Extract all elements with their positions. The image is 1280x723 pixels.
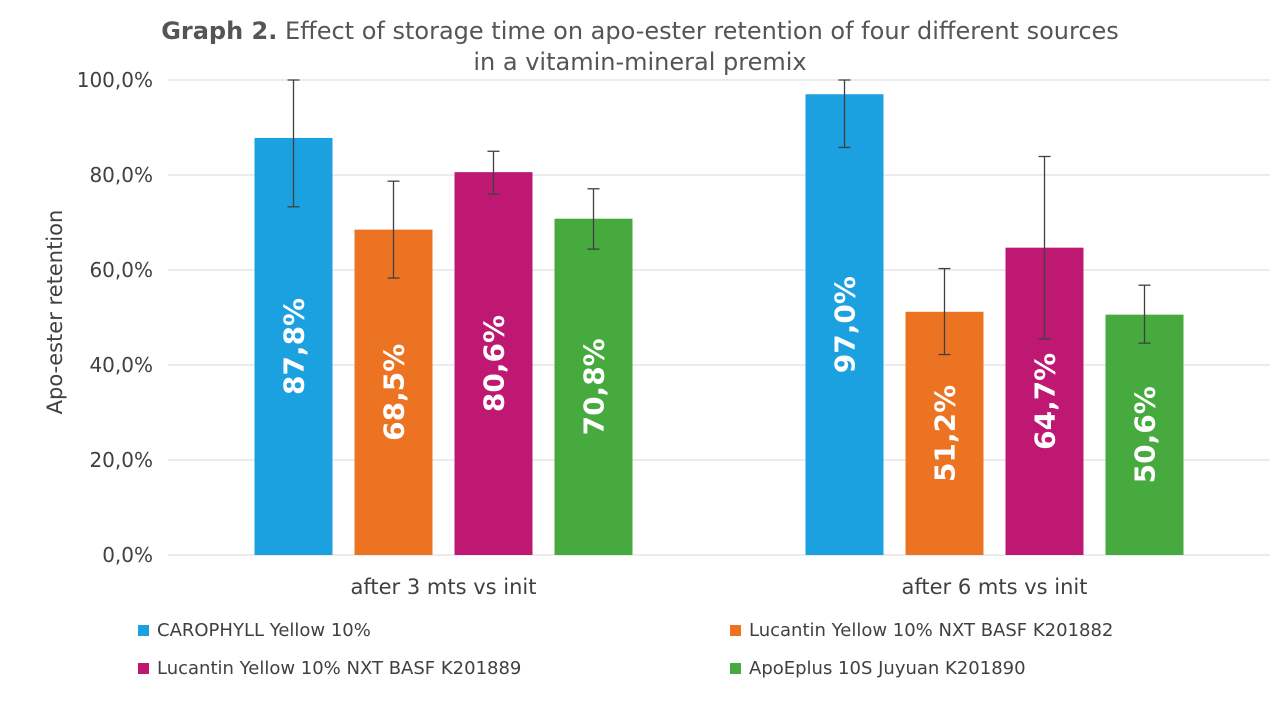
data-label-2-0: 80,6%: [478, 315, 511, 412]
x-category-label-0: after 3 mts vs init: [351, 575, 537, 599]
x-category-label-1: after 6 mts vs init: [902, 575, 1088, 599]
chart-title: Graph 2. Effect of storage time on apo-e…: [0, 16, 1280, 78]
y-tick-label: 100,0%: [77, 68, 153, 92]
y-tick-label: 20,0%: [89, 448, 153, 472]
data-label-1-0: 68,5%: [378, 344, 411, 441]
bar-3-1: [1105, 314, 1184, 555]
data-label-0-1: 97,0%: [829, 276, 862, 373]
bar-0-1: [805, 94, 884, 555]
data-label-3-0: 70,8%: [578, 338, 611, 435]
legend-item-3: ApoEplus 10S Juyuan K201890: [730, 658, 1026, 679]
legend-swatch-1: [730, 625, 741, 636]
legend-label-2: Lucantin Yellow 10% NXT BASF K201889: [157, 658, 522, 679]
legend-label-3: ApoEplus 10S Juyuan K201890: [749, 658, 1026, 679]
legend-swatch-3: [730, 663, 741, 674]
title-line-2: in a vitamin-mineral premix: [473, 48, 807, 76]
data-label-0-0: 87,8%: [278, 298, 311, 395]
y-tick-label: 40,0%: [89, 353, 153, 377]
legend-label-0: CAROPHYLL Yellow 10%: [157, 620, 371, 641]
y-tick-label: 60,0%: [89, 258, 153, 282]
bar-2-0: [454, 172, 533, 555]
legend-swatch-2: [138, 663, 149, 674]
legend-item-2: Lucantin Yellow 10% NXT BASF K201889: [138, 658, 521, 679]
title-prefix: Graph 2.: [161, 17, 278, 45]
bar-3-0: [554, 218, 633, 555]
data-label-1-1: 51,2%: [929, 385, 962, 482]
data-label-3-1: 50,6%: [1129, 386, 1162, 483]
y-tick-label: 0,0%: [102, 543, 153, 567]
y-axis-label: Apo-ester retention: [43, 210, 67, 415]
data-label-2-1: 64,7%: [1029, 353, 1062, 450]
title-line-1: Effect of storage time on apo-ester rete…: [285, 17, 1119, 45]
legend-item-0: CAROPHYLL Yellow 10%: [138, 620, 371, 641]
bar-1-0: [354, 229, 433, 555]
legend-label-1: Lucantin Yellow 10% NXT BASF K201882: [749, 620, 1114, 641]
legend-item-1: Lucantin Yellow 10% NXT BASF K201882: [730, 620, 1113, 641]
y-tick-label: 80,0%: [89, 163, 153, 187]
legend-swatch-0: [138, 625, 149, 636]
